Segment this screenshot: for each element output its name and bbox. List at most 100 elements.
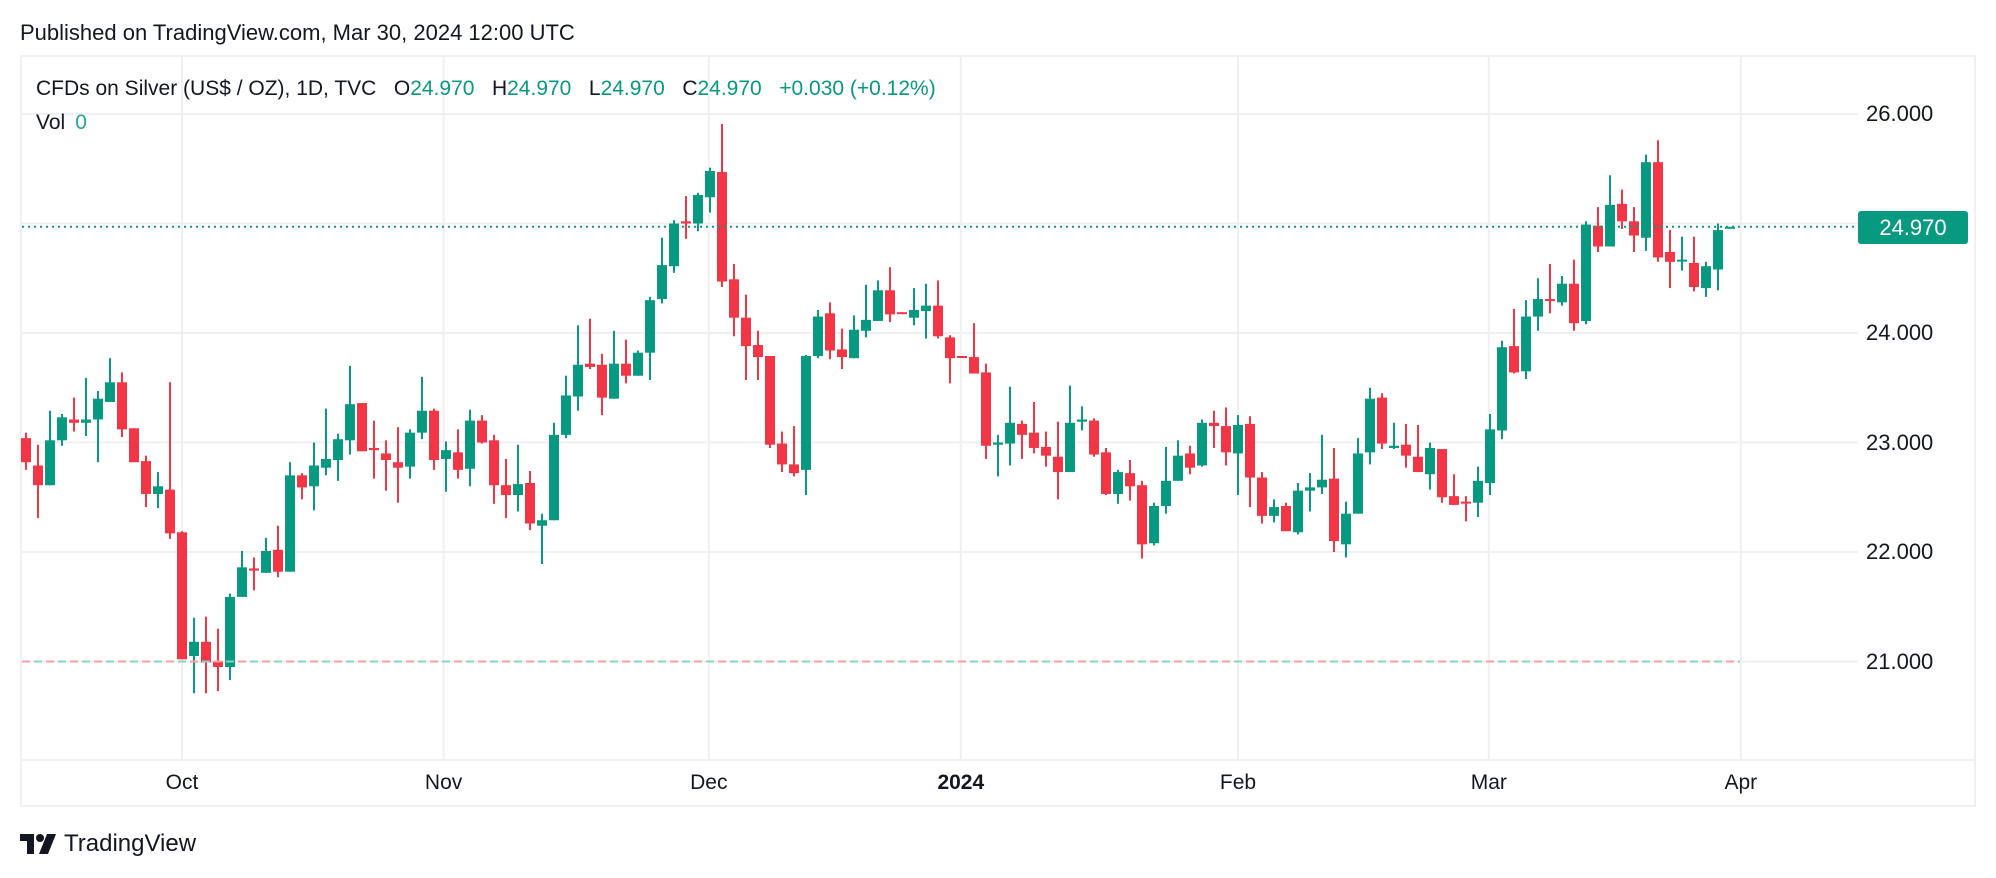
candle-body	[501, 485, 511, 496]
candle-body	[753, 345, 763, 358]
candle	[1437, 449, 1447, 503]
candle	[489, 434, 499, 504]
candle-body	[285, 475, 295, 572]
price-tick-label: 23.000	[1866, 429, 1934, 455]
candle	[345, 365, 355, 455]
candle-body	[1305, 487, 1315, 491]
low-label: L	[588, 77, 601, 100]
candle	[753, 330, 763, 381]
candle	[1485, 414, 1495, 496]
candle-body	[441, 450, 451, 459]
price-tick-label: 24.000	[1866, 320, 1934, 345]
tradingview-brand: TradingView	[64, 830, 197, 857]
candle-body	[1341, 513, 1351, 545]
candle-body	[897, 312, 907, 315]
candle-body	[933, 305, 943, 337]
candle-body	[237, 567, 247, 597]
candle	[1629, 207, 1639, 252]
time-tick-label: Nov	[424, 771, 463, 794]
candle-body	[549, 434, 559, 521]
candle-body	[561, 395, 571, 435]
candle	[237, 550, 247, 597]
close-label: C	[682, 77, 698, 100]
candle-body	[1017, 423, 1027, 435]
candle-body	[573, 364, 583, 397]
candle	[1497, 340, 1507, 440]
candle	[165, 382, 175, 539]
candle	[537, 513, 547, 565]
candle-body	[1557, 283, 1567, 303]
candle-body	[525, 483, 535, 524]
candle-body	[789, 464, 799, 474]
candle-body	[585, 363, 595, 367]
candle	[861, 284, 871, 338]
candle-body	[405, 432, 415, 467]
candle-body	[1509, 346, 1519, 373]
candle-body	[369, 447, 379, 451]
candle-body	[225, 596, 235, 667]
candle-body	[261, 550, 271, 573]
candle-body	[1125, 473, 1135, 487]
candle-body	[1617, 203, 1627, 222]
candle-body	[1545, 299, 1555, 302]
candle	[825, 302, 835, 360]
symbol-name[interactable]: CFDs on Silver (US$ / OZ), 1D, TVC	[36, 77, 377, 100]
candle-body	[705, 170, 715, 198]
candle-body	[1665, 251, 1675, 262]
candle-body	[765, 355, 775, 445]
candle	[741, 294, 751, 381]
candle-body	[465, 420, 475, 469]
candle-body	[1725, 226, 1735, 229]
candle-body	[1461, 501, 1471, 504]
time-tick-label: Oct	[165, 771, 199, 794]
candle	[201, 616, 211, 694]
candle-body	[729, 279, 739, 318]
candle	[1545, 264, 1555, 314]
candle	[501, 458, 511, 519]
candle-body	[1629, 221, 1639, 236]
candle-body	[1593, 225, 1603, 247]
candle	[1473, 466, 1483, 517]
candle	[981, 363, 991, 459]
tradingview-logo[interactable]: TradingView	[20, 830, 196, 858]
candle-body	[21, 438, 31, 463]
candle-body	[1269, 507, 1279, 516]
candle-body	[321, 458, 331, 468]
candle-body	[1161, 480, 1171, 507]
candle-body	[1569, 283, 1579, 324]
candle-body	[1197, 422, 1207, 466]
candle-body	[165, 489, 175, 534]
candle-body	[741, 317, 751, 347]
candle	[321, 408, 331, 476]
candle	[381, 440, 391, 491]
candle-body	[1425, 447, 1435, 475]
volume-label: Vol	[36, 111, 66, 134]
candle	[765, 355, 775, 448]
candle-body	[345, 404, 355, 441]
candle	[957, 355, 967, 358]
candle	[1401, 423, 1411, 468]
candle	[1209, 410, 1219, 448]
candle-body	[645, 300, 655, 353]
candle-body	[1497, 347, 1507, 431]
candle	[1257, 472, 1267, 524]
candle	[1101, 447, 1111, 496]
candle	[513, 444, 523, 512]
candle-body	[1065, 422, 1075, 473]
candle-body	[1581, 224, 1591, 321]
candle	[1617, 189, 1627, 229]
candle	[1353, 438, 1363, 514]
candle	[681, 196, 691, 239]
candle	[549, 422, 559, 521]
candle-body	[117, 382, 127, 430]
candle	[105, 358, 115, 402]
candle	[57, 414, 67, 446]
candle	[897, 312, 907, 315]
candle	[1641, 154, 1651, 251]
candle	[621, 339, 631, 384]
candle-body	[201, 641, 211, 663]
change-percent: (+0.12%)	[849, 77, 936, 100]
candle-body	[657, 265, 667, 300]
candle-body	[717, 172, 727, 282]
